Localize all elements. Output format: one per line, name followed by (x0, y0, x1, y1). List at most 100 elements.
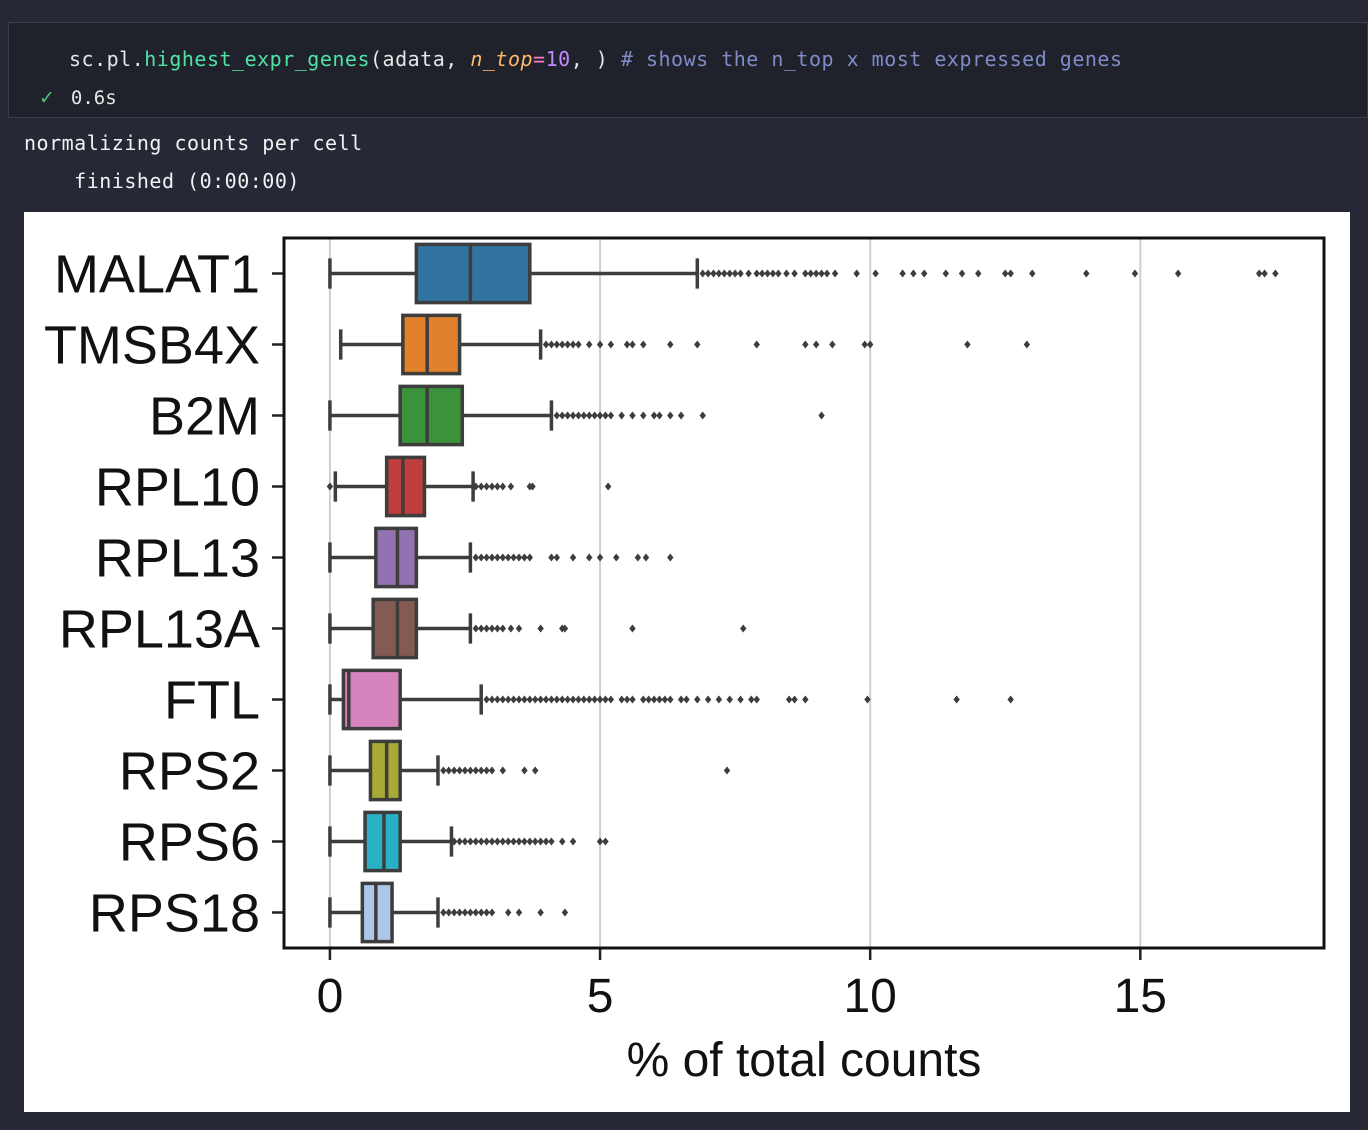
outlier-rps6-20 (569, 837, 577, 846)
outlier-rps2-5 (467, 766, 474, 775)
outlier-rpl13-0 (472, 553, 479, 562)
ytick-label-rpl13a: RPL13A (59, 600, 260, 660)
xtick-label-0: 0 (317, 970, 344, 1023)
code-equals: = (533, 47, 546, 71)
outlier-rps6-4 (472, 837, 479, 846)
outlier-ftl-26 (629, 695, 636, 704)
outlier-malat1-16 (802, 269, 809, 278)
outlier-ftl-33 (677, 695, 685, 704)
outlier-malat1-4 (721, 269, 728, 278)
outlier-ftl-40 (748, 695, 755, 704)
outlier-rpl13a-2 (483, 624, 490, 633)
outlier-rpl13-10 (526, 553, 534, 562)
outlier-tmsb4x-13 (667, 340, 674, 349)
code-line[interactable]: sc.pl.highest_expr_genes(adata, n_top=10… (69, 47, 1123, 71)
outlier-malat1-21 (831, 269, 839, 278)
code-value: 10 (545, 47, 571, 71)
outlier-rpl13a-3 (488, 624, 496, 633)
outlier-tmsb4x-5 (569, 340, 577, 349)
outlier-rpl13-15 (596, 553, 604, 562)
outlier-ftl-35 (694, 695, 701, 704)
check-icon: ✓ (39, 87, 55, 109)
outlier-malat1-27 (942, 269, 950, 278)
outlier-rpl10-6 (499, 482, 507, 491)
outlier-rpl13a-1 (477, 624, 485, 633)
outlier-malat1-7 (737, 269, 744, 278)
outlier-ftl-45 (864, 695, 871, 704)
outlier-rps18-5 (467, 908, 474, 917)
outlier-malat1-29 (975, 269, 982, 278)
box-malat1 (414, 242, 532, 305)
outlier-malat1-23 (872, 269, 879, 278)
outlier-rps6-5 (477, 837, 485, 846)
outlier-ftl-10 (537, 695, 544, 704)
execution-time: 0.6s (70, 87, 117, 109)
outlier-b2m-8 (596, 411, 604, 420)
outlier-malat1-34 (1131, 269, 1139, 278)
outlier-malat1-11 (764, 269, 771, 278)
outlier-tmsb4x-4 (564, 340, 571, 349)
outlier-malat1-28 (958, 269, 966, 278)
ytick-label-rps6: RPS6 (119, 813, 260, 873)
outlier-rpl13-12 (553, 553, 561, 562)
outlier-rpl13-14 (586, 553, 593, 562)
outlier-rps2-2 (450, 766, 458, 775)
code-comment: # shows the n_top x most expressed genes (620, 47, 1123, 71)
outlier-b2m-11 (618, 411, 625, 420)
outlier-ftl-29 (650, 695, 658, 704)
outlier-rps6-19 (559, 837, 566, 846)
outlier-malat1-14 (783, 269, 790, 278)
outlier-rps2-6 (472, 766, 479, 775)
outlier-rpl13a-11 (629, 624, 636, 633)
outlier-tmsb4x-1 (548, 340, 555, 349)
outlier-ftl-15 (564, 695, 571, 704)
outlier-rps6-18 (548, 837, 555, 846)
outlier-rps6-21 (596, 837, 604, 846)
outlier-rps2-4 (461, 766, 469, 775)
outlier-malat1-15 (791, 269, 798, 278)
outlier-rpl13-13 (569, 553, 577, 562)
outlier-ftl-44 (802, 695, 809, 704)
code-cell[interactable]: sc.pl.highest_expr_genes(adata, n_top=10… (8, 22, 1368, 118)
outlier-malat1-9 (753, 269, 760, 278)
outlier-rps6-9 (499, 837, 507, 846)
outlier-rpl13a-4 (494, 624, 501, 633)
outlier-rpl10-10 (604, 482, 612, 491)
outlier-tmsb4x-3 (559, 340, 566, 349)
outlier-rpl13-18 (642, 553, 650, 562)
outlier-tmsb4x-11 (629, 340, 636, 349)
outlier-rps6-16 (537, 837, 544, 846)
outlier-ftl-43 (791, 695, 798, 704)
outlier-rps6-0 (450, 837, 458, 846)
outlier-malat1-26 (921, 269, 928, 278)
outlier-rps18-3 (456, 908, 463, 917)
outlier-tmsb4x-20 (866, 340, 874, 349)
code-args-close: , ) (570, 47, 621, 71)
outlier-rps18-4 (461, 908, 469, 917)
output-figure: MALAT1 TMSB4X B2M RPL10 RPL13 RPL13A FTL RPS2 RP… (24, 212, 1350, 1112)
outlier-malat1-2 (710, 269, 717, 278)
ytick-label-rpl10: RPL10 (95, 458, 260, 518)
outlier-malat1-3 (715, 269, 723, 278)
outlier-ftl-3 (499, 695, 507, 704)
outlier-ftl-13 (553, 695, 561, 704)
box-tmsb4x (401, 313, 462, 376)
ytick-label-rps18: RPS18 (89, 884, 260, 944)
outlier-rpl13a-6 (507, 624, 515, 633)
outlier-ftl-41 (753, 695, 760, 704)
outlier-rps2-3 (456, 766, 463, 775)
outlier-ftl-25 (623, 695, 631, 704)
outlier-rpl13a-12 (740, 624, 747, 633)
outlier-rps6-1 (456, 837, 463, 846)
outlier-tmsb4x-16 (802, 340, 809, 349)
outlier-rps18-13 (561, 908, 569, 917)
outlier-rps18-2 (450, 908, 458, 917)
outlier-b2m-15 (656, 411, 663, 420)
xtick-label-5: 5 (587, 970, 614, 1023)
outlier-rps18-0 (440, 908, 447, 917)
outlier-rpl13-4 (494, 553, 501, 562)
outlier-ftl-17 (575, 695, 582, 704)
outlier-malat1-36 (1255, 269, 1263, 278)
outlier-ftl-14 (559, 695, 566, 704)
outlier-rps6-15 (532, 837, 539, 846)
